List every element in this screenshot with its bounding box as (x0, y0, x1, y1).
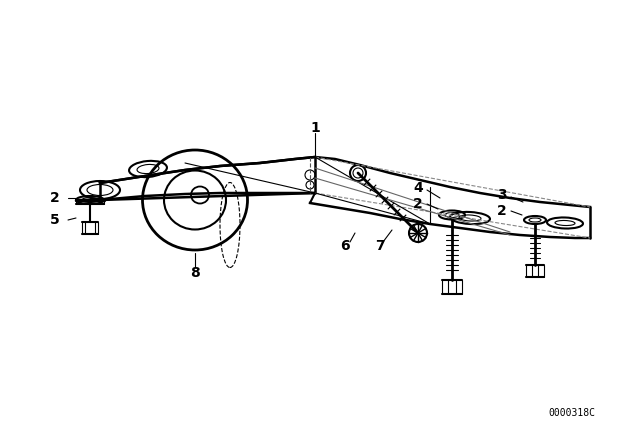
Text: 5: 5 (50, 213, 60, 227)
Text: 2: 2 (50, 191, 60, 205)
Text: 3: 3 (497, 188, 507, 202)
Text: 6: 6 (340, 239, 350, 253)
Text: 2: 2 (413, 197, 423, 211)
Text: 8: 8 (190, 266, 200, 280)
Text: 2: 2 (497, 204, 507, 218)
Text: 0000318C: 0000318C (548, 408, 595, 418)
Text: 1: 1 (310, 121, 320, 135)
Text: 4: 4 (413, 181, 423, 195)
Text: 7: 7 (375, 239, 385, 253)
